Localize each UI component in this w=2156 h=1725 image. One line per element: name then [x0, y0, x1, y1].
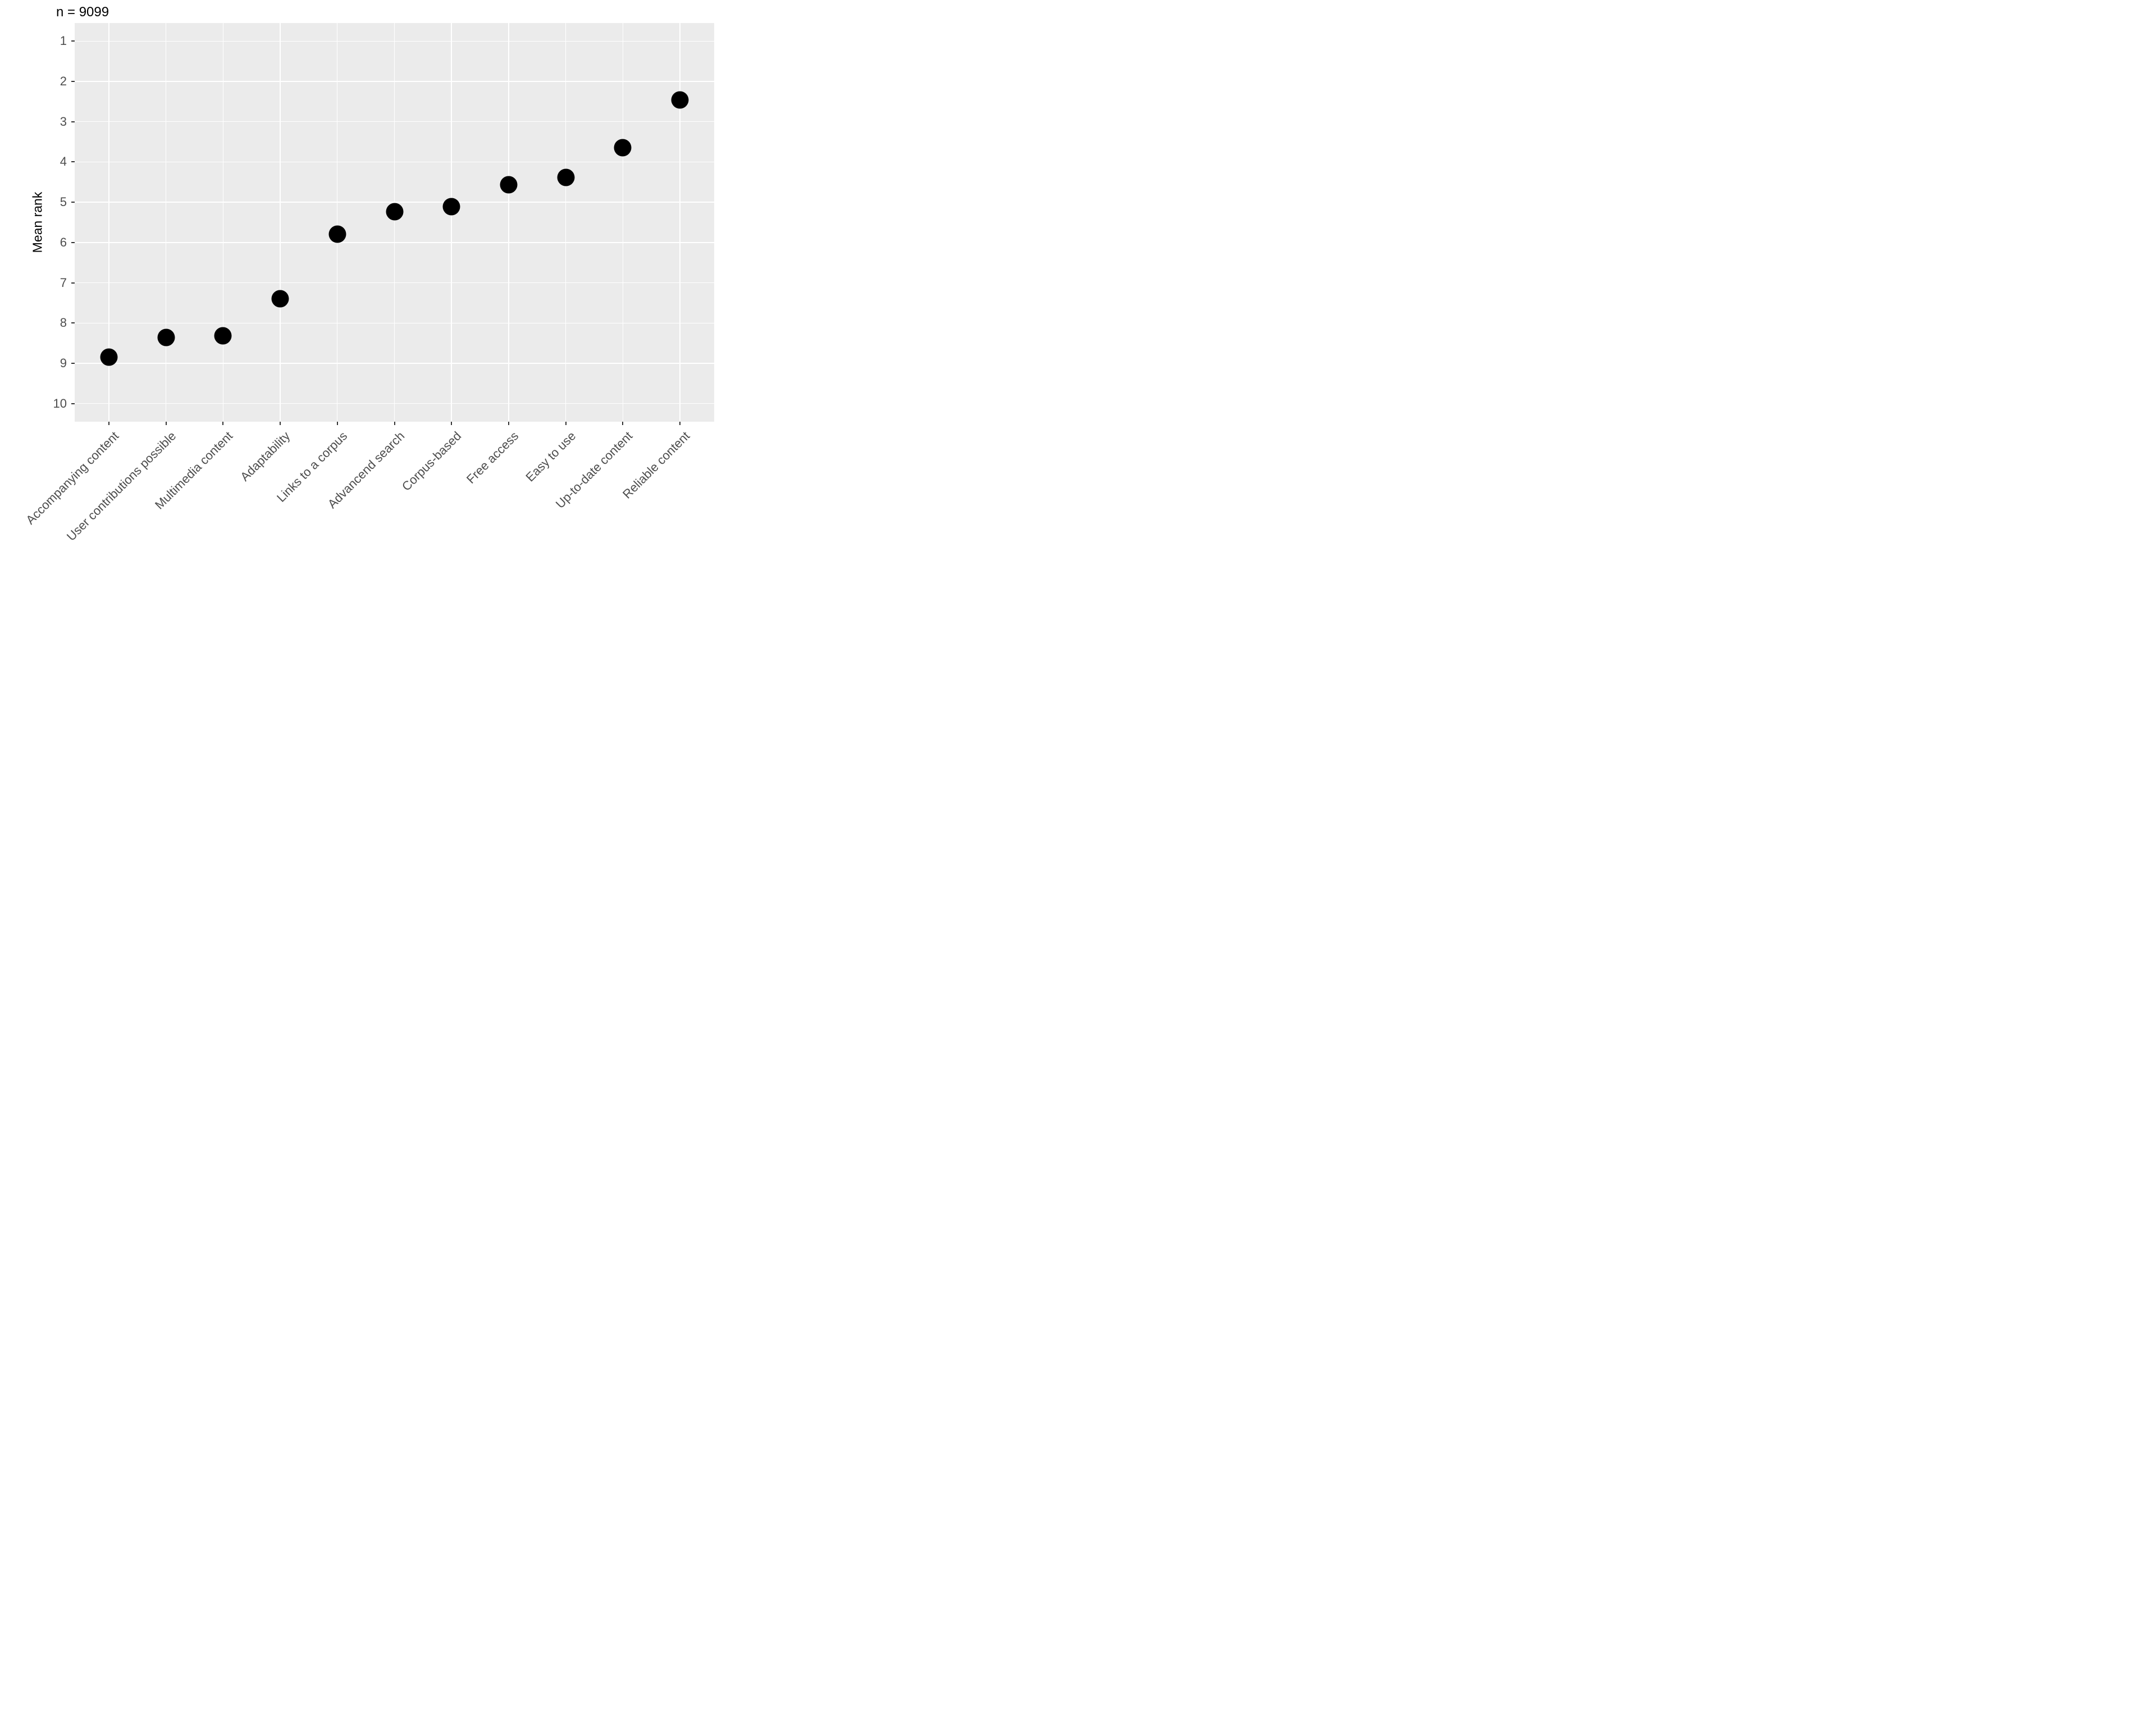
x-tick-mark: [165, 422, 167, 425]
x-tick-mark: [508, 422, 509, 425]
y-tick-label: 8: [60, 316, 67, 330]
data-point: [271, 290, 289, 308]
x-tick-mark: [622, 422, 624, 425]
data-point: [386, 203, 403, 221]
y-tick-label: 4: [60, 154, 67, 169]
y-tick-mark: [71, 40, 75, 42]
x-tick-label: Easy to use: [522, 428, 578, 485]
x-tick-mark: [451, 422, 453, 425]
data-point: [157, 328, 175, 346]
x-tick-mark: [108, 422, 110, 425]
x-tick-mark: [394, 422, 395, 425]
data-point: [442, 198, 460, 216]
y-tick-label: 10: [53, 396, 67, 410]
y-tick-mark: [71, 363, 75, 364]
sample-size-annotation: n = 9099: [56, 4, 109, 20]
y-tick-mark: [71, 322, 75, 324]
data-point: [328, 225, 346, 243]
x-tick-mark: [280, 422, 281, 425]
data-point: [100, 348, 118, 366]
data-point: [557, 168, 575, 186]
y-tick-mark: [71, 403, 75, 404]
v-gridline: [679, 23, 680, 422]
x-tick-mark: [222, 422, 224, 425]
data-point: [614, 139, 632, 157]
y-tick-mark: [71, 202, 75, 203]
v-gridline: [394, 23, 395, 422]
x-tick-label: Adaptability: [237, 428, 293, 484]
y-tick-mark: [71, 241, 75, 243]
data-point: [500, 176, 518, 194]
y-tick-mark: [71, 80, 75, 82]
x-tick-label: Accompanying content: [23, 428, 122, 527]
v-gridline: [108, 23, 109, 422]
y-tick-label: 6: [60, 235, 67, 249]
data-point: [214, 327, 232, 345]
x-tick-mark: [565, 422, 567, 425]
x-tick-mark: [679, 422, 680, 425]
v-gridline: [565, 23, 567, 422]
x-tick-label: User contributions possible: [63, 428, 179, 544]
y-tick-mark: [71, 282, 75, 284]
y-tick-label: 7: [60, 275, 67, 290]
x-tick-mark: [336, 422, 338, 425]
y-tick-mark: [71, 161, 75, 163]
mean-rank-dot-plot: n = 9099 Mean rank 1 2 3 4 5 6 7 8 9 10 Accompanyi…: [0, 0, 719, 575]
y-tick-label: 5: [60, 195, 67, 209]
x-tick-label: Free access: [463, 428, 522, 486]
y-tick-label: 3: [60, 114, 67, 129]
v-gridline: [508, 23, 509, 422]
x-tick-label: Corpus-based: [399, 428, 464, 494]
y-tick-mark: [71, 121, 75, 122]
data-point: [671, 91, 689, 109]
y-tick-label: 2: [60, 74, 67, 88]
y-tick-label: 1: [60, 34, 67, 48]
y-tick-label: 9: [60, 356, 67, 370]
